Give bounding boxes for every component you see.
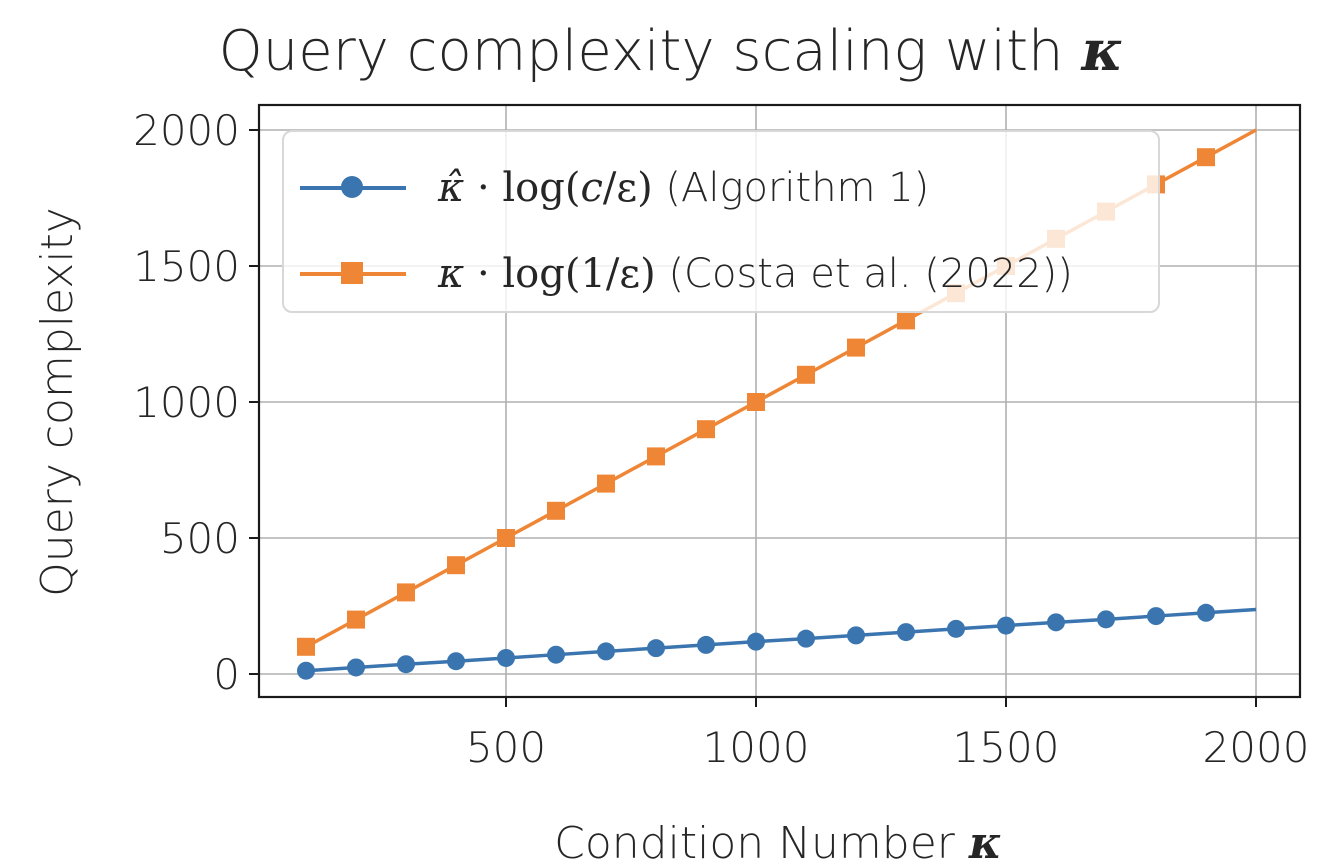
data-point bbox=[897, 623, 915, 642]
x-tick-label: 500 bbox=[466, 723, 546, 772]
data-point bbox=[547, 645, 565, 664]
legend-item-costa: κ · log(1/ε) (Costa et al. (2022)) bbox=[300, 244, 1073, 304]
legend-line-blue bbox=[300, 176, 406, 198]
legend: κ̂ · log(c/ε) (Algorithm 1) κ · log(1/ε)… bbox=[282, 130, 1160, 313]
data-point bbox=[647, 639, 665, 658]
data-point bbox=[697, 635, 715, 654]
y-tick-label: 0 bbox=[213, 650, 240, 699]
data-point bbox=[747, 632, 765, 651]
data-point bbox=[497, 529, 515, 547]
data-point bbox=[497, 648, 515, 667]
legend-line-orange bbox=[300, 262, 406, 284]
legend-label: κ · log(1/ε) (Costa et al. (2022)) bbox=[438, 251, 1073, 297]
x-tick-label: 1000 bbox=[703, 723, 810, 772]
data-point bbox=[447, 556, 465, 575]
data-point bbox=[947, 619, 965, 638]
x-axis-label: Condition Number κ bbox=[554, 818, 1002, 866]
circle-marker-icon bbox=[341, 176, 363, 198]
data-point bbox=[847, 338, 865, 357]
data-point bbox=[547, 501, 565, 520]
data-point bbox=[347, 610, 365, 629]
y-tick-label: 1500 bbox=[133, 242, 240, 291]
data-point bbox=[297, 661, 315, 680]
data-point bbox=[597, 642, 615, 661]
data-point bbox=[597, 474, 615, 493]
square-marker-icon bbox=[341, 262, 363, 284]
data-point bbox=[797, 629, 815, 648]
data-point bbox=[797, 365, 815, 384]
data-point bbox=[747, 393, 765, 411]
data-point bbox=[647, 447, 665, 466]
y-tick-label: 500 bbox=[160, 514, 240, 563]
data-point bbox=[1197, 603, 1215, 622]
y-tick-label: 2000 bbox=[133, 106, 240, 155]
data-point bbox=[297, 637, 315, 656]
legend-label: κ̂ · log(c/ε) (Algorithm 1) bbox=[438, 165, 930, 211]
chart-title-text: Query complexity scaling with bbox=[218, 19, 1082, 84]
data-point bbox=[1097, 610, 1115, 629]
chart-title-symbol: κ bbox=[1081, 18, 1124, 84]
x-tick-label: 1500 bbox=[953, 723, 1060, 772]
y-tick-label: 1000 bbox=[133, 378, 240, 427]
chart-title: Query complexity scaling with κ bbox=[0, 18, 1342, 84]
data-point bbox=[1047, 613, 1065, 632]
data-point bbox=[1147, 607, 1165, 626]
axis-ticks: 500 1000 1500 2000 0 500 1000 1500 2000 bbox=[133, 106, 1309, 772]
y-axis-label: Query complexity bbox=[32, 207, 83, 597]
data-point bbox=[897, 311, 915, 330]
data-point bbox=[397, 655, 415, 674]
data-point bbox=[997, 616, 1015, 635]
data-point bbox=[447, 652, 465, 671]
data-point bbox=[697, 420, 715, 439]
data-point bbox=[347, 658, 365, 677]
data-point bbox=[397, 583, 415, 602]
legend-item-algorithm-1: κ̂ · log(c/ε) (Algorithm 1) bbox=[300, 158, 929, 218]
x-tick-label: 2000 bbox=[1203, 723, 1310, 772]
data-point bbox=[847, 626, 865, 645]
data-point bbox=[1197, 148, 1215, 167]
